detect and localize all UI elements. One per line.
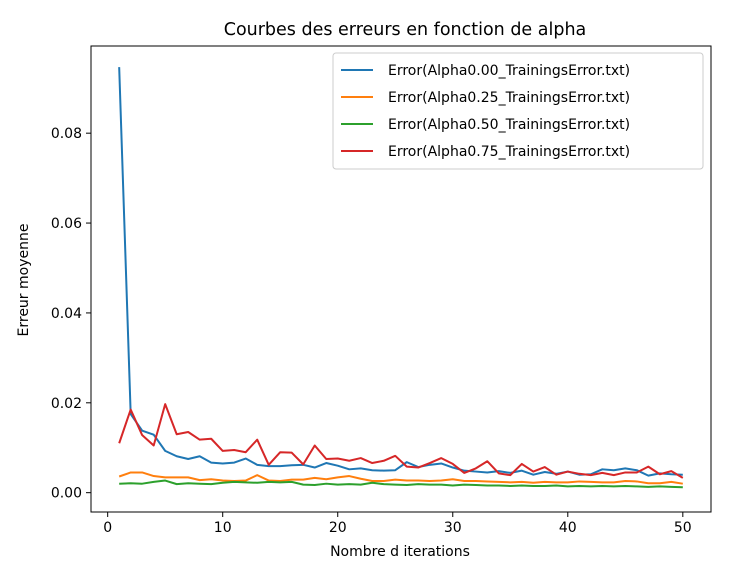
x-tick-label: 10 [214, 520, 232, 536]
legend-box [332, 52, 704, 170]
legend-label: Error(Alpha0.50_TrainingsError.txt) [388, 117, 630, 133]
y-axis-label: Erreur moyenne [16, 224, 32, 337]
y-tick-label: 0.02 [51, 396, 82, 412]
x-tick-label: 30 [444, 520, 462, 536]
plot-frame [90, 45, 712, 513]
series-line-1 [118, 471, 683, 485]
y-tick-label: 0.06 [51, 216, 82, 232]
series-line-2 [119, 479, 683, 489]
y-tick-label: 0.04 [51, 306, 82, 322]
x-axis-label: Nombre d iterations [330, 544, 470, 560]
x-tick-label: 40 [559, 520, 577, 536]
legend: Error(Alpha0.00_TrainingsError.txt) Error… [332, 52, 704, 170]
legend-label: Error(Alpha0.25_TrainingsError.txt) [388, 90, 630, 106]
plot-lines [118, 67, 684, 489]
chart-title: Courbes des erreurs en fonction de alpha [224, 20, 587, 40]
legend-label: Error(Alpha0.00_TrainingsError.txt) [388, 63, 630, 79]
legend-label: Error(Alpha0.75_TrainingsError.txt) [388, 144, 630, 160]
y-tick-label: 0.00 [51, 486, 82, 502]
series-line-3 [118, 403, 684, 479]
x-tick-label: 20 [329, 520, 347, 536]
x-tick-label: 0 [103, 520, 112, 536]
y-tick-label: 0.08 [51, 126, 82, 142]
axis-ticks: 0 10 20 30 40 50 0.00 0.02 0.04 0.06 0.08 [51, 126, 692, 536]
x-tick-label: 50 [674, 520, 692, 536]
